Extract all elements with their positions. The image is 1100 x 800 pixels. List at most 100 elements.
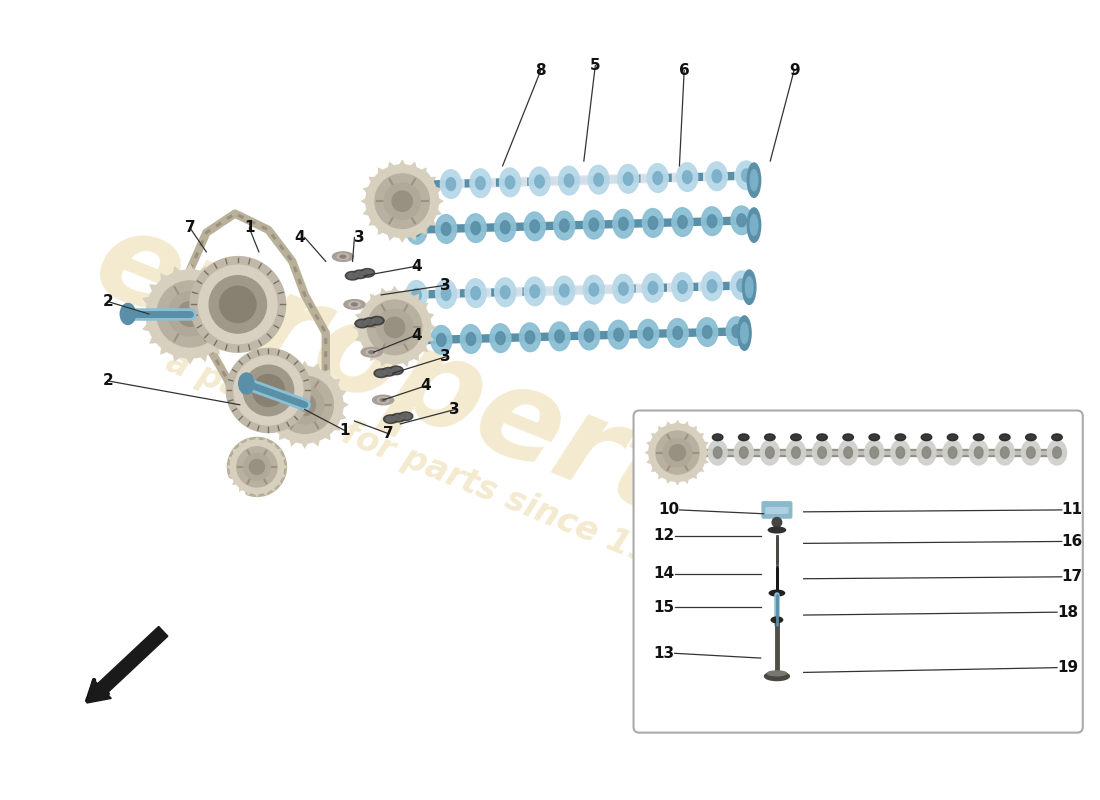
Ellipse shape (441, 222, 451, 235)
Ellipse shape (411, 289, 421, 302)
Ellipse shape (358, 321, 367, 326)
Polygon shape (161, 273, 167, 281)
Circle shape (250, 459, 264, 474)
Ellipse shape (708, 440, 727, 465)
Polygon shape (355, 335, 361, 342)
Ellipse shape (447, 178, 455, 190)
Ellipse shape (712, 170, 722, 182)
Polygon shape (282, 473, 286, 478)
Polygon shape (410, 162, 417, 168)
FancyBboxPatch shape (766, 507, 788, 514)
Ellipse shape (1000, 434, 1010, 441)
Polygon shape (674, 419, 680, 424)
Circle shape (243, 366, 294, 416)
Polygon shape (429, 220, 436, 226)
Polygon shape (277, 481, 282, 485)
Ellipse shape (495, 278, 516, 306)
Text: 8: 8 (536, 62, 546, 78)
Ellipse shape (768, 527, 785, 533)
Ellipse shape (361, 347, 382, 357)
Polygon shape (301, 361, 308, 366)
Ellipse shape (461, 325, 482, 354)
Ellipse shape (376, 370, 386, 376)
Polygon shape (324, 370, 331, 376)
Polygon shape (150, 336, 157, 344)
Polygon shape (161, 347, 167, 355)
Ellipse shape (613, 210, 634, 238)
Polygon shape (353, 324, 359, 330)
Ellipse shape (672, 273, 693, 302)
Ellipse shape (496, 332, 505, 345)
Polygon shape (381, 288, 387, 294)
Ellipse shape (1021, 440, 1041, 465)
Ellipse shape (1052, 434, 1063, 441)
Text: 4: 4 (411, 327, 422, 342)
Ellipse shape (678, 281, 688, 294)
Ellipse shape (732, 206, 752, 234)
Ellipse shape (553, 211, 575, 240)
Text: 4: 4 (411, 258, 422, 274)
Polygon shape (239, 442, 243, 447)
Ellipse shape (771, 617, 783, 622)
Ellipse shape (1026, 447, 1035, 458)
Ellipse shape (441, 287, 451, 301)
Text: 2: 2 (102, 374, 113, 388)
Text: 4: 4 (294, 230, 305, 245)
Ellipse shape (624, 172, 632, 186)
Polygon shape (228, 473, 232, 478)
Ellipse shape (668, 318, 689, 347)
Circle shape (294, 394, 316, 415)
Ellipse shape (672, 208, 693, 236)
Ellipse shape (608, 320, 629, 349)
Ellipse shape (406, 215, 427, 244)
Ellipse shape (465, 278, 486, 307)
Circle shape (230, 440, 284, 494)
Ellipse shape (1001, 447, 1009, 458)
Polygon shape (704, 441, 708, 446)
FancyArrow shape (87, 626, 168, 703)
Polygon shape (667, 422, 671, 426)
Ellipse shape (500, 221, 510, 234)
Ellipse shape (921, 434, 932, 441)
FancyBboxPatch shape (516, 178, 527, 186)
Polygon shape (381, 361, 387, 367)
Polygon shape (645, 450, 649, 455)
Polygon shape (314, 440, 320, 446)
Ellipse shape (525, 212, 546, 241)
Ellipse shape (349, 302, 360, 307)
Ellipse shape (786, 440, 805, 465)
Ellipse shape (590, 218, 598, 231)
Ellipse shape (338, 254, 349, 259)
Polygon shape (706, 450, 711, 455)
Ellipse shape (817, 447, 826, 458)
Ellipse shape (389, 366, 404, 374)
Polygon shape (228, 456, 232, 461)
Polygon shape (651, 433, 656, 438)
Ellipse shape (560, 219, 569, 232)
Circle shape (286, 386, 323, 424)
Ellipse shape (553, 276, 575, 305)
Ellipse shape (411, 223, 421, 236)
Polygon shape (421, 303, 428, 309)
Ellipse shape (642, 274, 663, 302)
Ellipse shape (922, 447, 931, 458)
Polygon shape (698, 433, 704, 438)
FancyBboxPatch shape (698, 282, 710, 291)
Ellipse shape (344, 300, 365, 309)
FancyBboxPatch shape (542, 286, 553, 295)
Polygon shape (232, 449, 236, 454)
Ellipse shape (355, 319, 370, 328)
Polygon shape (230, 323, 238, 331)
Ellipse shape (365, 319, 374, 325)
Ellipse shape (647, 164, 668, 192)
Ellipse shape (584, 329, 594, 342)
Polygon shape (368, 220, 375, 226)
Ellipse shape (475, 177, 485, 190)
Circle shape (376, 309, 412, 346)
Ellipse shape (741, 169, 751, 182)
Ellipse shape (895, 434, 905, 441)
Ellipse shape (583, 210, 604, 239)
Circle shape (234, 356, 302, 425)
Ellipse shape (738, 434, 749, 441)
FancyBboxPatch shape (422, 180, 432, 189)
